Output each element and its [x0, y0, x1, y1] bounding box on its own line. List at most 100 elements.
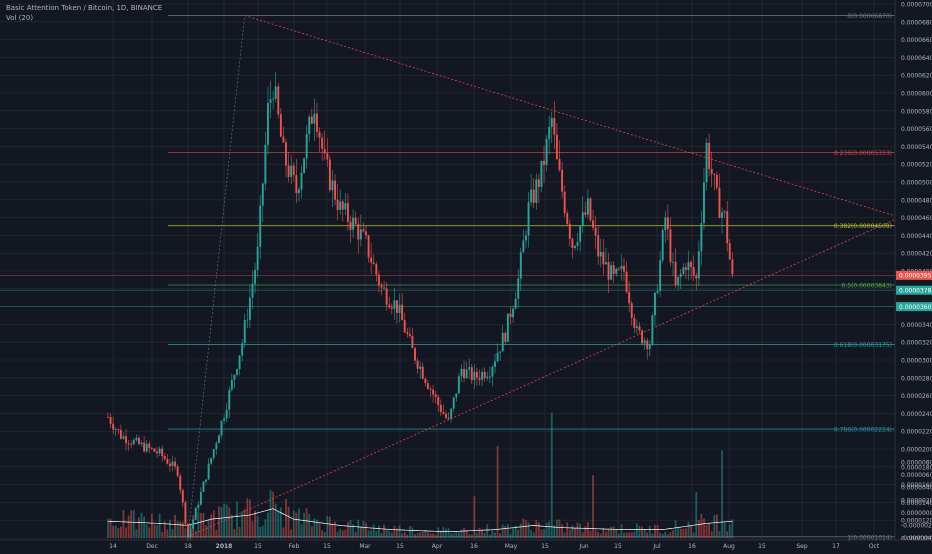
candle-body — [199, 491, 202, 505]
candle-body — [166, 459, 169, 464]
candle-body — [465, 369, 468, 379]
candle-body — [228, 389, 231, 410]
candle-body — [488, 376, 491, 378]
volume-bar — [163, 521, 166, 538]
candle-body — [305, 134, 308, 159]
volume-bar — [112, 525, 115, 538]
volume-bar — [207, 519, 210, 538]
volume-bar — [648, 525, 651, 538]
fib-level-label: 1(0.00001014) — [847, 534, 892, 541]
volume-bar — [295, 512, 298, 538]
candle-body — [664, 217, 667, 231]
volume-bar — [715, 514, 718, 538]
candle-body — [138, 437, 140, 445]
volume-bar — [463, 527, 465, 538]
candle-body — [390, 307, 393, 309]
candle-body — [326, 153, 329, 160]
candle-body — [328, 159, 331, 191]
volume-bar — [630, 532, 633, 538]
volume-bar — [512, 527, 514, 538]
candle-body — [367, 235, 370, 258]
volume-bar — [641, 526, 643, 538]
candle-body — [641, 330, 644, 344]
candle-body — [499, 351, 502, 353]
candle-body — [122, 436, 125, 439]
candle-body — [672, 261, 674, 263]
candle-body — [623, 265, 625, 272]
candle-body — [710, 168, 713, 174]
volume-bar — [540, 529, 543, 538]
volume-bar — [370, 530, 373, 538]
candle-body — [143, 442, 146, 452]
candle-body — [457, 376, 460, 394]
candle-body — [674, 261, 677, 286]
candle-body — [574, 245, 576, 248]
volume-bar — [135, 529, 138, 538]
candle-body — [406, 332, 409, 334]
volume-bar — [522, 518, 525, 538]
candle-body — [107, 416, 109, 418]
candle-body — [602, 252, 605, 265]
volume-bar — [421, 531, 424, 538]
time-axis-tick: Apr — [432, 543, 443, 550]
candle-body — [117, 429, 120, 431]
volume-bar — [326, 516, 329, 538]
volume-bar — [215, 529, 218, 538]
candle-body — [558, 159, 561, 170]
volume-bar — [685, 528, 687, 538]
candle-body — [568, 223, 571, 239]
candle-body — [452, 397, 455, 409]
candle-body — [359, 229, 362, 240]
candle-body — [401, 304, 404, 321]
candle-body — [439, 404, 442, 413]
volume-bar — [305, 508, 308, 538]
volume-bar — [636, 523, 638, 538]
volume-bar — [664, 531, 667, 538]
time-axis-tick: Sep — [796, 543, 808, 550]
volume-bar — [563, 532, 566, 538]
fib-level-label: 0.382(0.00004509) — [834, 223, 892, 230]
candle-body — [416, 360, 419, 369]
candle-body — [635, 326, 638, 328]
volume-bar — [470, 534, 473, 538]
volume-bar — [264, 519, 267, 538]
candle-body — [408, 333, 411, 337]
candle-body — [478, 377, 481, 380]
volume-bar — [561, 524, 563, 538]
candle-body — [336, 199, 339, 210]
candle-body — [718, 187, 721, 218]
candle-body — [119, 430, 122, 439]
candle-body — [447, 417, 450, 419]
candle-body — [566, 213, 569, 224]
candle-body — [486, 376, 489, 379]
volume-bar — [179, 521, 182, 538]
candle-body — [388, 304, 391, 308]
volume-bar — [140, 512, 143, 538]
time-axis-tick: 16 — [688, 543, 696, 550]
volume-bar — [674, 520, 677, 538]
candle-body — [334, 180, 336, 200]
time-axis-tick: 18 — [184, 543, 192, 550]
volume-bar — [599, 533, 602, 538]
volume-bar — [566, 522, 569, 538]
candle-body — [370, 257, 373, 263]
volume-bar — [339, 528, 342, 538]
candle-body — [445, 413, 447, 418]
time-axis-tick: 15 — [396, 543, 404, 550]
candle-body — [638, 326, 641, 331]
candle-body — [535, 179, 538, 203]
volume-bar — [439, 530, 442, 538]
volume-bar — [120, 526, 122, 538]
candle-body — [530, 189, 533, 203]
volume-bar — [388, 531, 391, 538]
volume-bar — [687, 521, 690, 538]
